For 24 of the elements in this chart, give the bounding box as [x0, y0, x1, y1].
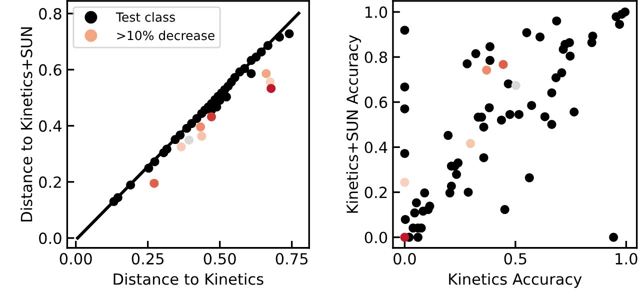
y-tick-label: 0.4	[39, 120, 62, 132]
x-tick-label: 1.0	[616, 252, 638, 265]
legend-label: Test class	[116, 12, 175, 22]
y-tick-label: 0.6	[39, 64, 62, 76]
legend-label: >10% decrease	[117, 30, 214, 40]
x-tick-label: 0.75	[276, 252, 308, 265]
y-tick-label: 0.0	[39, 232, 62, 244]
x-axis-title: Distance to Kinetics	[114, 273, 264, 285]
y-axis-title: Distance to Kinetics+SUN	[20, 27, 32, 222]
x-axis-title: Kinetics Accuracy	[449, 273, 582, 288]
x-tick-label: 0.25	[132, 252, 164, 265]
y-tick-label: 0.2	[39, 176, 61, 188]
y-tick-label: 1.0	[365, 6, 388, 18]
x-tick-label: 0.5	[504, 252, 526, 265]
x-tick-label: 0.50	[204, 252, 236, 265]
y-tick-label: 0.4	[364, 142, 388, 154]
x-tick-label: 0.00	[60, 252, 92, 265]
y-tick-label: 0.8	[364, 51, 388, 64]
x-tick-label: 0.0	[394, 252, 416, 265]
y-tick-label: 0.6	[364, 96, 388, 108]
y-tick-label: 0.8	[39, 8, 62, 20]
y-tick-label: 0.2	[364, 186, 387, 198]
y-axis-title: Kinetics+SUN Accuracy	[346, 35, 362, 213]
y-tick-label: 0.0	[364, 232, 388, 244]
